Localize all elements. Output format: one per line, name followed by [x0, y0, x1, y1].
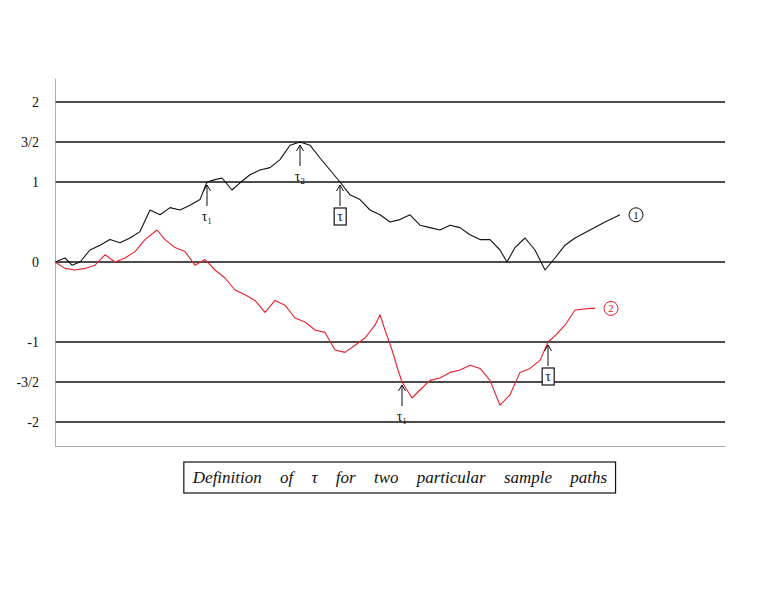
y-tick-label: 1 — [32, 175, 39, 190]
title: Definition of τ for two particular sampl… — [192, 468, 608, 487]
grid-line — [55, 261, 725, 262]
y-tick-label: -2 — [27, 415, 39, 430]
series-label-circle — [604, 301, 618, 315]
annotation-label: τ — [545, 369, 551, 384]
series-labels: 12 — [604, 208, 643, 316]
y-tick: 2 — [32, 95, 55, 110]
annotations: τ₁ τ₂ τ τ₁ τ — [202, 145, 554, 424]
annotation-box — [334, 208, 346, 225]
y-tick: -2 — [27, 415, 55, 430]
chart: 23/210-1-3/2-212τ₁τ₂ττ₁τDefinition of τ … — [0, 0, 775, 607]
annotation-arrow — [399, 385, 406, 406]
grid-line — [55, 341, 725, 342]
y-tick: 0 — [32, 255, 55, 270]
grid-line — [55, 421, 725, 422]
annotation-arrow — [337, 185, 344, 206]
sample-path — [55, 230, 595, 405]
series-label: 1 — [633, 209, 639, 221]
caption-box — [184, 462, 616, 493]
y-tick-label: 0 — [32, 255, 39, 270]
y-axis: 2 3/2 1 0 -1 -3/2 -2 — [16, 79, 55, 447]
grid-line — [55, 101, 725, 102]
y-tick-label: -3/2 — [16, 375, 39, 390]
annotation-label: τ₁ — [397, 409, 408, 424]
series-group — [55, 142, 620, 405]
grid-line — [55, 141, 725, 142]
y-tick-label: 2 — [32, 95, 39, 110]
annotation-arrow — [297, 145, 304, 166]
annotation-label: τ₁ — [202, 209, 213, 224]
annotation-box — [542, 368, 554, 385]
y-tick-label: 3/2 — [21, 135, 39, 150]
x-axis-line — [56, 446, 726, 447]
annotation-label: τ — [337, 209, 343, 224]
y-tick: -1 — [27, 335, 55, 350]
caption: Definition of τ for two particular sampl… — [184, 462, 616, 493]
annotation-label: τ₂ — [295, 169, 306, 184]
y-tick: -3/2 — [16, 375, 55, 390]
x-axis — [56, 446, 726, 447]
annotation-arrow — [545, 345, 552, 366]
series-label-circle — [629, 208, 643, 222]
series-label: 2 — [608, 302, 614, 314]
sample-path — [55, 142, 620, 270]
grid — [55, 102, 725, 422]
grid-line — [55, 181, 725, 182]
grid-line — [55, 381, 725, 382]
y-tick: 3/2 — [21, 135, 55, 150]
y-tick: 1 — [32, 175, 55, 190]
y-tick-label: -1 — [27, 335, 39, 350]
annotation-arrow — [204, 185, 211, 206]
